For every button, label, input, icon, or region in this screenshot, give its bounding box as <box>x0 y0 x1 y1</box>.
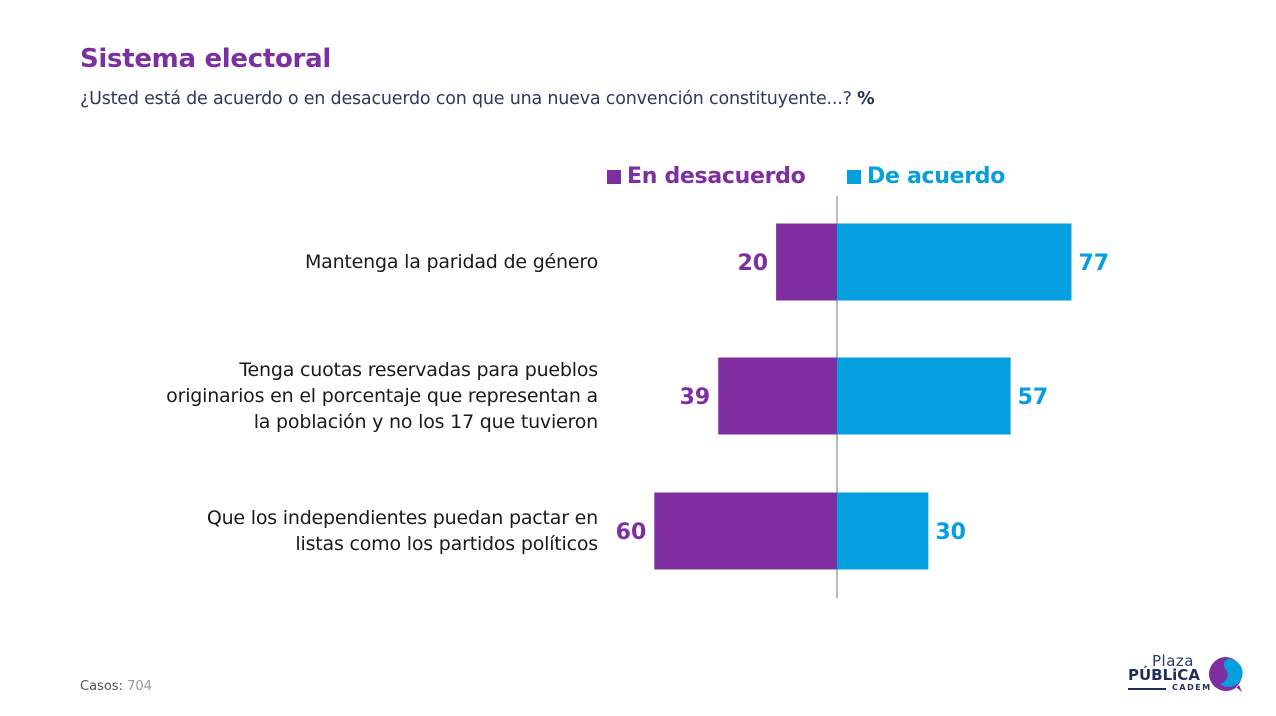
category-label-line: originarios en el porcentaje que represe… <box>166 385 598 407</box>
bar-disagree-3 <box>654 492 837 570</box>
legend-swatch-agree <box>847 169 861 184</box>
category-label-2: Tenga cuotas reservadas para pueblos orig… <box>166 357 598 435</box>
logo-text-plaza: Plaza <box>1152 652 1194 670</box>
bar-agree-3 <box>837 492 929 570</box>
unit-label: % <box>857 89 875 109</box>
legend-label-agree: De acuerdo <box>867 164 1006 189</box>
casos-label: Casos <box>80 679 119 694</box>
category-label-line: Que los independientes puedan pactar en <box>206 507 598 529</box>
question-text: ¿Usted está de acuerdo o en desacuerdo c… <box>80 89 852 109</box>
category-label-3: Que los independientes puedan pactar en l… <box>207 505 598 557</box>
data-label-agree-3: 30 <box>935 520 966 545</box>
legend-item-disagree: En desacuerdo <box>607 164 806 189</box>
bar-disagree-1 <box>776 223 837 301</box>
category-label-line: la población y no los 17 que tuvieron <box>253 411 599 433</box>
data-label-agree-1: 77 <box>1078 251 1109 276</box>
bar-agree-2 <box>837 357 1011 435</box>
data-label-disagree-1: 20 <box>737 251 768 276</box>
category-label-1: Mantenga la paridad de género <box>305 249 598 275</box>
sample-size: Casos: 704 <box>80 679 152 694</box>
logo-text-cadem: CADEM <box>1172 683 1212 692</box>
data-label-disagree-3: 60 <box>616 520 647 545</box>
legend-label-disagree: En desacuerdo <box>627 164 806 189</box>
logo-text-publica: PÚBLiCA <box>1128 666 1200 684</box>
category-label-line: Tenga cuotas reservadas para pueblos <box>239 359 598 381</box>
bar-disagree-2 <box>718 357 837 435</box>
category-label-line: listas como los partidos políticos <box>295 533 598 555</box>
legend-item-agree: De acuerdo <box>847 164 1005 189</box>
casos-value: 704 <box>127 679 152 694</box>
data-label-agree-2: 57 <box>1018 385 1049 410</box>
logo-underline <box>1128 688 1166 690</box>
category-label-line: Mantenga la paridad de género <box>304 251 598 273</box>
page-title: Sistema electoral <box>80 44 331 74</box>
data-label-disagree-2: 39 <box>680 385 711 410</box>
question-subtitle: ¿Usted está de acuerdo o en desacuerdo c… <box>80 89 875 109</box>
legend-swatch-disagree <box>607 169 621 184</box>
speech-bubble-logo-icon <box>1209 657 1243 692</box>
plaza-publica-cadem-logo: Plaza PÚBLiCA CADEM <box>1126 652 1250 696</box>
bar-agree-1 <box>837 223 1072 301</box>
